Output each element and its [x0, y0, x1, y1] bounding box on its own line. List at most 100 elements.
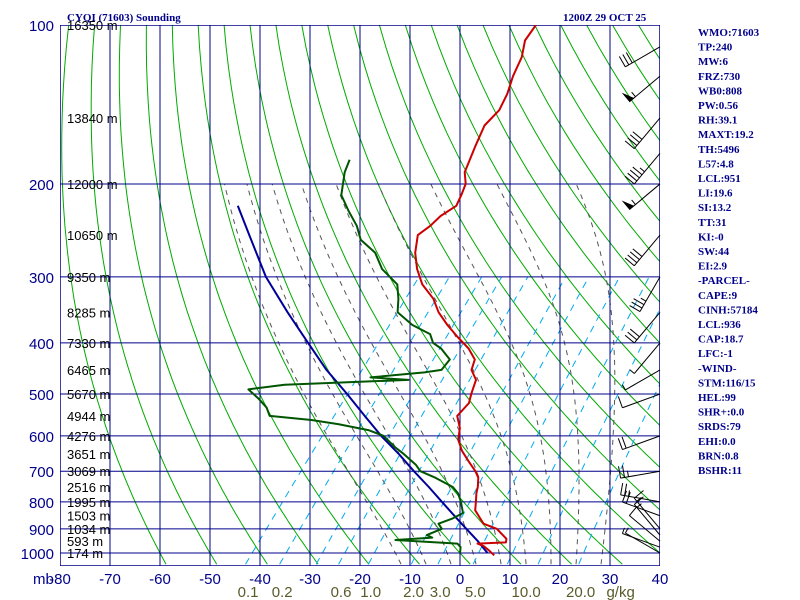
wind-barb: [621, 527, 661, 548]
height-label: 2516 m: [67, 480, 110, 495]
pressure-tick-label: 800: [29, 495, 54, 512]
wind-barb-staff: [622, 501, 661, 517]
height-label: 4944 m: [67, 409, 110, 424]
index-line: BSHR:11: [698, 465, 742, 477]
index-line: EHI:0.0: [698, 436, 736, 448]
height-label: 4276 m: [67, 429, 110, 444]
index-line: CINH:57184: [698, 304, 758, 316]
dry-adiabat-line: [223, 25, 471, 565]
wind-barb: [617, 393, 661, 409]
height-label: 1503 m: [67, 509, 110, 524]
pressure-tick-label: 100: [29, 18, 54, 35]
dry-adiabat-line: [430, 25, 660, 385]
wind-barb-half: [640, 297, 647, 302]
temperature-tick-label: -20: [349, 571, 371, 588]
pressure-tick-label: 700: [29, 464, 54, 481]
wind-barb-full: [629, 328, 640, 338]
index-line: CAP:18.7: [698, 334, 744, 346]
wind-barb-staff: [639, 276, 661, 312]
mixing-ratio-line: [367, 276, 529, 565]
height-label: 9350 m: [67, 270, 110, 285]
wind-barb-full: [625, 52, 633, 64]
height-label: 3651 m: [67, 447, 110, 462]
height-labels: 16350 m 13840 m 12000 m 10650 m 9350 m 8285 m…: [67, 18, 118, 561]
mixing-ratio-line: [410, 276, 566, 565]
mixing-ratio-line: [472, 276, 620, 565]
wind-barb-full: [621, 465, 626, 478]
moist-adiabat-line: [246, 183, 427, 565]
wind-barb: [624, 234, 661, 267]
height-label: 8285 m: [67, 305, 110, 320]
wind-barb-staff: [633, 311, 661, 344]
chart-date: 1200Z 29 OCT 25: [563, 12, 647, 24]
height-label: 16350 m: [67, 18, 118, 33]
wind-barb-full: [624, 334, 635, 344]
wind-barb-full: [624, 257, 635, 267]
mixing-ratio-line: [245, 276, 420, 565]
wind-barb-full: [633, 490, 644, 499]
wind-barb-full: [621, 490, 627, 503]
wind-barb-full: [629, 251, 640, 261]
index-line: L57:4.8: [698, 158, 734, 170]
mixing-ratio-label: 2.0: [403, 584, 424, 600]
height-label: 13840 m: [67, 111, 118, 126]
temperature-tick-label: -60: [149, 571, 171, 588]
dry-adiabat-line: [353, 25, 660, 511]
moist-adiabat-line: [335, 183, 502, 565]
temperature-trace: [414, 25, 537, 557]
temperature-axis: mb-80 -70 -60 -50 -40 -30 -20 -10 0 10 20 30 40: [33, 571, 668, 588]
wind-barb-full: [617, 396, 623, 408]
temperature-tick-label: -40: [249, 571, 271, 588]
wind-barb: [628, 506, 661, 542]
index-line: WMO:71603: [698, 27, 760, 39]
dry-adiabat-line: [404, 25, 660, 427]
wind-barb-staff: [620, 494, 661, 503]
wind-barb-half: [631, 91, 636, 98]
pressure-tick-label: 400: [29, 336, 54, 353]
mixing-ratio-line: [338, 276, 503, 565]
index-line: BRN:0.8: [698, 450, 739, 462]
wind-barb: [620, 482, 661, 503]
wind-barb: [629, 342, 661, 374]
dry-adiabat-line: [378, 25, 660, 469]
wind-barb-full: [618, 466, 622, 479]
wind-barb-full: [617, 438, 623, 450]
wind-barb: [621, 75, 661, 103]
index-line: LFC:-1: [698, 348, 733, 360]
mixing-ratio-label: 3.0: [430, 584, 451, 600]
wind-barb-full: [621, 436, 627, 449]
wind-barb-full: [629, 134, 640, 143]
temperature-tick-label: 0: [456, 571, 464, 588]
wind-barb: [621, 369, 661, 391]
pressure-tick-label: 1000: [21, 546, 54, 563]
temperature-tick-label: -50: [199, 571, 221, 588]
wind-barb-staff: [625, 46, 661, 68]
dry-adiabat-line: [249, 25, 522, 565]
index-line: MW:6: [698, 56, 728, 68]
dewpoint-trace: [247, 159, 464, 554]
moist-adiabat-line: [377, 183, 527, 565]
mixing-ratio-label: 10.0: [512, 584, 541, 600]
temperature-tick-label: -70: [99, 571, 121, 588]
index-line: CAPE:9: [698, 290, 738, 302]
wind-barb-full: [620, 482, 624, 495]
wind-barb-full: [633, 298, 645, 306]
mixing-ratio-line: [506, 276, 650, 565]
wind-barb-staff: [633, 234, 661, 267]
wind-barb-full: [627, 172, 638, 182]
wind-barb-staff: [633, 342, 661, 374]
dry-adiabat-line: [171, 25, 370, 565]
wind-barb-full: [624, 175, 635, 185]
index-line: STM:116/15: [698, 377, 756, 389]
mixing-ratio-label: 1.0: [360, 584, 381, 600]
pressure-axis: 100 200 300 400 500 600 700 800 900 1000: [21, 18, 54, 563]
index-line: TH:5496: [698, 144, 740, 156]
height-label: 174 m: [67, 546, 103, 561]
dry-adiabat-line: [327, 25, 660, 554]
index-line: TT:31: [698, 217, 727, 229]
wind-barb-full: [622, 54, 630, 66]
wind-barb-full: [632, 166, 643, 176]
mixing-ratio-label: g/kg: [606, 584, 634, 600]
temperature-tick-label: -30: [299, 571, 321, 588]
